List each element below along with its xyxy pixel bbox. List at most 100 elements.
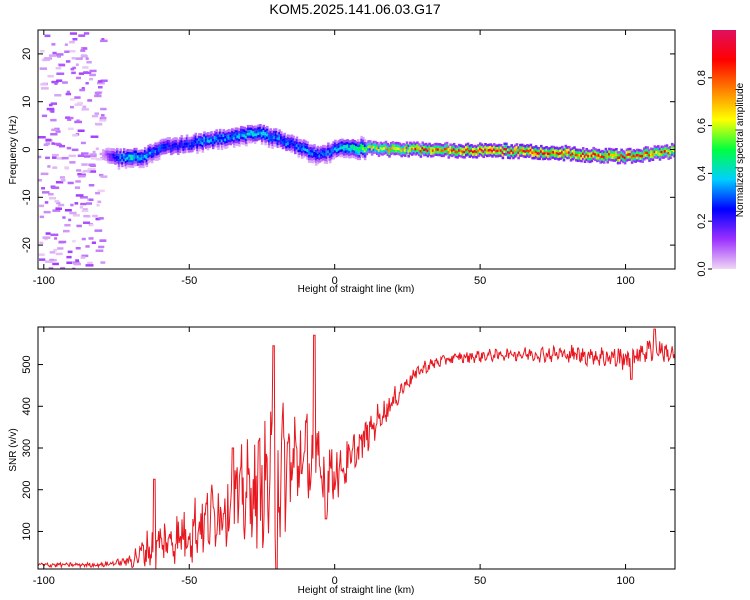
- spectrum-cell: [232, 145, 236, 148]
- spectrum-cell: [622, 152, 625, 156]
- spectrum-cell: [655, 153, 658, 157]
- spectrum-cell: [142, 162, 145, 166]
- spectrum-cell: [297, 141, 301, 145]
- spectrogram-cells: [38, 32, 675, 269]
- spectrum-cell: [623, 156, 627, 160]
- spectrum-cell: [475, 148, 479, 151]
- spectrum-cell: [650, 155, 653, 158]
- spectrum-cell: [367, 150, 370, 154]
- spectrum-cell: [540, 150, 543, 153]
- noise-cell: [95, 93, 100, 96]
- spectrum-cell: [576, 148, 580, 152]
- spectrum-cell: [218, 142, 222, 145]
- spectrum-cell: [559, 154, 562, 158]
- spectrum-cell: [198, 143, 201, 147]
- spectrum-cell: [239, 131, 243, 134]
- spectrum-cell: [215, 131, 218, 135]
- spectrum-cell: [206, 139, 210, 143]
- spectrum-cell: [222, 131, 225, 135]
- spectrum-cell: [302, 139, 306, 142]
- spectrum-cell: [206, 134, 210, 138]
- spectrum-cell: [444, 145, 447, 148]
- spectrum-cell: [456, 145, 459, 149]
- spectrum-cell: [433, 142, 437, 146]
- spectrum-cell: [396, 142, 400, 145]
- spectrum-cell: [405, 144, 409, 147]
- spectrum-cell: [178, 142, 182, 146]
- spectrum-cell: [287, 145, 290, 148]
- spectrum-cell: [187, 137, 191, 140]
- spectrum-cell: [182, 137, 185, 141]
- spectrum-cell: [129, 154, 133, 158]
- spectrum-cell: [562, 148, 566, 151]
- spectrum-cell: [206, 142, 210, 146]
- spectrum-cell: [304, 148, 307, 151]
- spectrum-cell: [232, 132, 236, 135]
- spectrum-cell: [330, 151, 334, 155]
- spectrum-cell: [126, 156, 129, 160]
- spectrum-cell: [594, 155, 597, 159]
- noise-cell: [59, 176, 65, 179]
- spectrum-cell: [663, 147, 667, 150]
- spectrum-cell: [297, 152, 301, 155]
- noise-cell: [69, 211, 77, 215]
- spectrum-cell: [571, 157, 575, 161]
- spectrum-cell: [253, 128, 257, 131]
- spectrum-cell: [629, 150, 632, 153]
- spectrum-cell: [400, 144, 403, 147]
- noise-cell: [40, 83, 48, 86]
- spectrum-cell: [587, 157, 590, 161]
- spectrum-cell: [307, 144, 311, 148]
- spectrum-cell: [171, 151, 175, 155]
- spectrum-cell: [588, 155, 592, 158]
- spectrum-cell: [630, 158, 634, 162]
- spectrum-cell: [191, 149, 194, 153]
- spectrum-cell: [632, 149, 636, 152]
- spectrum-cell: [492, 145, 496, 149]
- spectrum-cell: [126, 151, 129, 155]
- spectrum-cell: [597, 154, 601, 157]
- spectrum-cell: [199, 141, 203, 144]
- spectrum-cell: [175, 150, 178, 154]
- spectrum-cell: [426, 154, 430, 158]
- spectrum-cell: [573, 156, 576, 160]
- spectrum-cell: [143, 160, 147, 163]
- noise-cell: [79, 196, 88, 199]
- spectrum-cell: [480, 154, 484, 157]
- spectrum-cell: [360, 138, 363, 142]
- spectrum-cell: [466, 145, 470, 148]
- spectrum-cell: [107, 150, 110, 153]
- spectrum-cell: [513, 147, 517, 150]
- spectrum-cell: [166, 147, 170, 151]
- spectrum-cell: [543, 154, 547, 158]
- spectrum-cell: [135, 163, 138, 167]
- spectrum-cell: [119, 148, 122, 152]
- spectrum-cell: [428, 150, 431, 154]
- spectrum-cell: [550, 156, 554, 159]
- spectrum-cell: [548, 147, 552, 150]
- spectrum-cell: [428, 142, 431, 146]
- noise-cell: [98, 217, 104, 220]
- spectrum-cell: [616, 159, 620, 162]
- spectrum-cell: [562, 156, 566, 159]
- spectrum-cell: [473, 155, 477, 158]
- spectrum-cell: [400, 154, 403, 158]
- spectrum-cell: [335, 144, 339, 147]
- noise-cell: [51, 186, 59, 189]
- spectrum-cell: [274, 144, 278, 147]
- spectrum-cell: [651, 155, 655, 159]
- x-tick-label: -100: [33, 275, 55, 287]
- x-tick-label: -100: [33, 575, 55, 587]
- spectrum-cell: [229, 129, 232, 133]
- spectrum-cell: [117, 161, 121, 165]
- spectrum-cell: [501, 151, 505, 154]
- spectrum-cell: [534, 155, 538, 159]
- spectrum-cell: [611, 151, 615, 154]
- spectrum-cell: [410, 150, 414, 154]
- spectrum-cell: [622, 158, 625, 161]
- noise-cell: [50, 118, 57, 122]
- noise-cell: [72, 214, 80, 217]
- noise-cell: [80, 54, 87, 57]
- spectrum-cell: [248, 132, 252, 136]
- noise-cell: [49, 258, 54, 262]
